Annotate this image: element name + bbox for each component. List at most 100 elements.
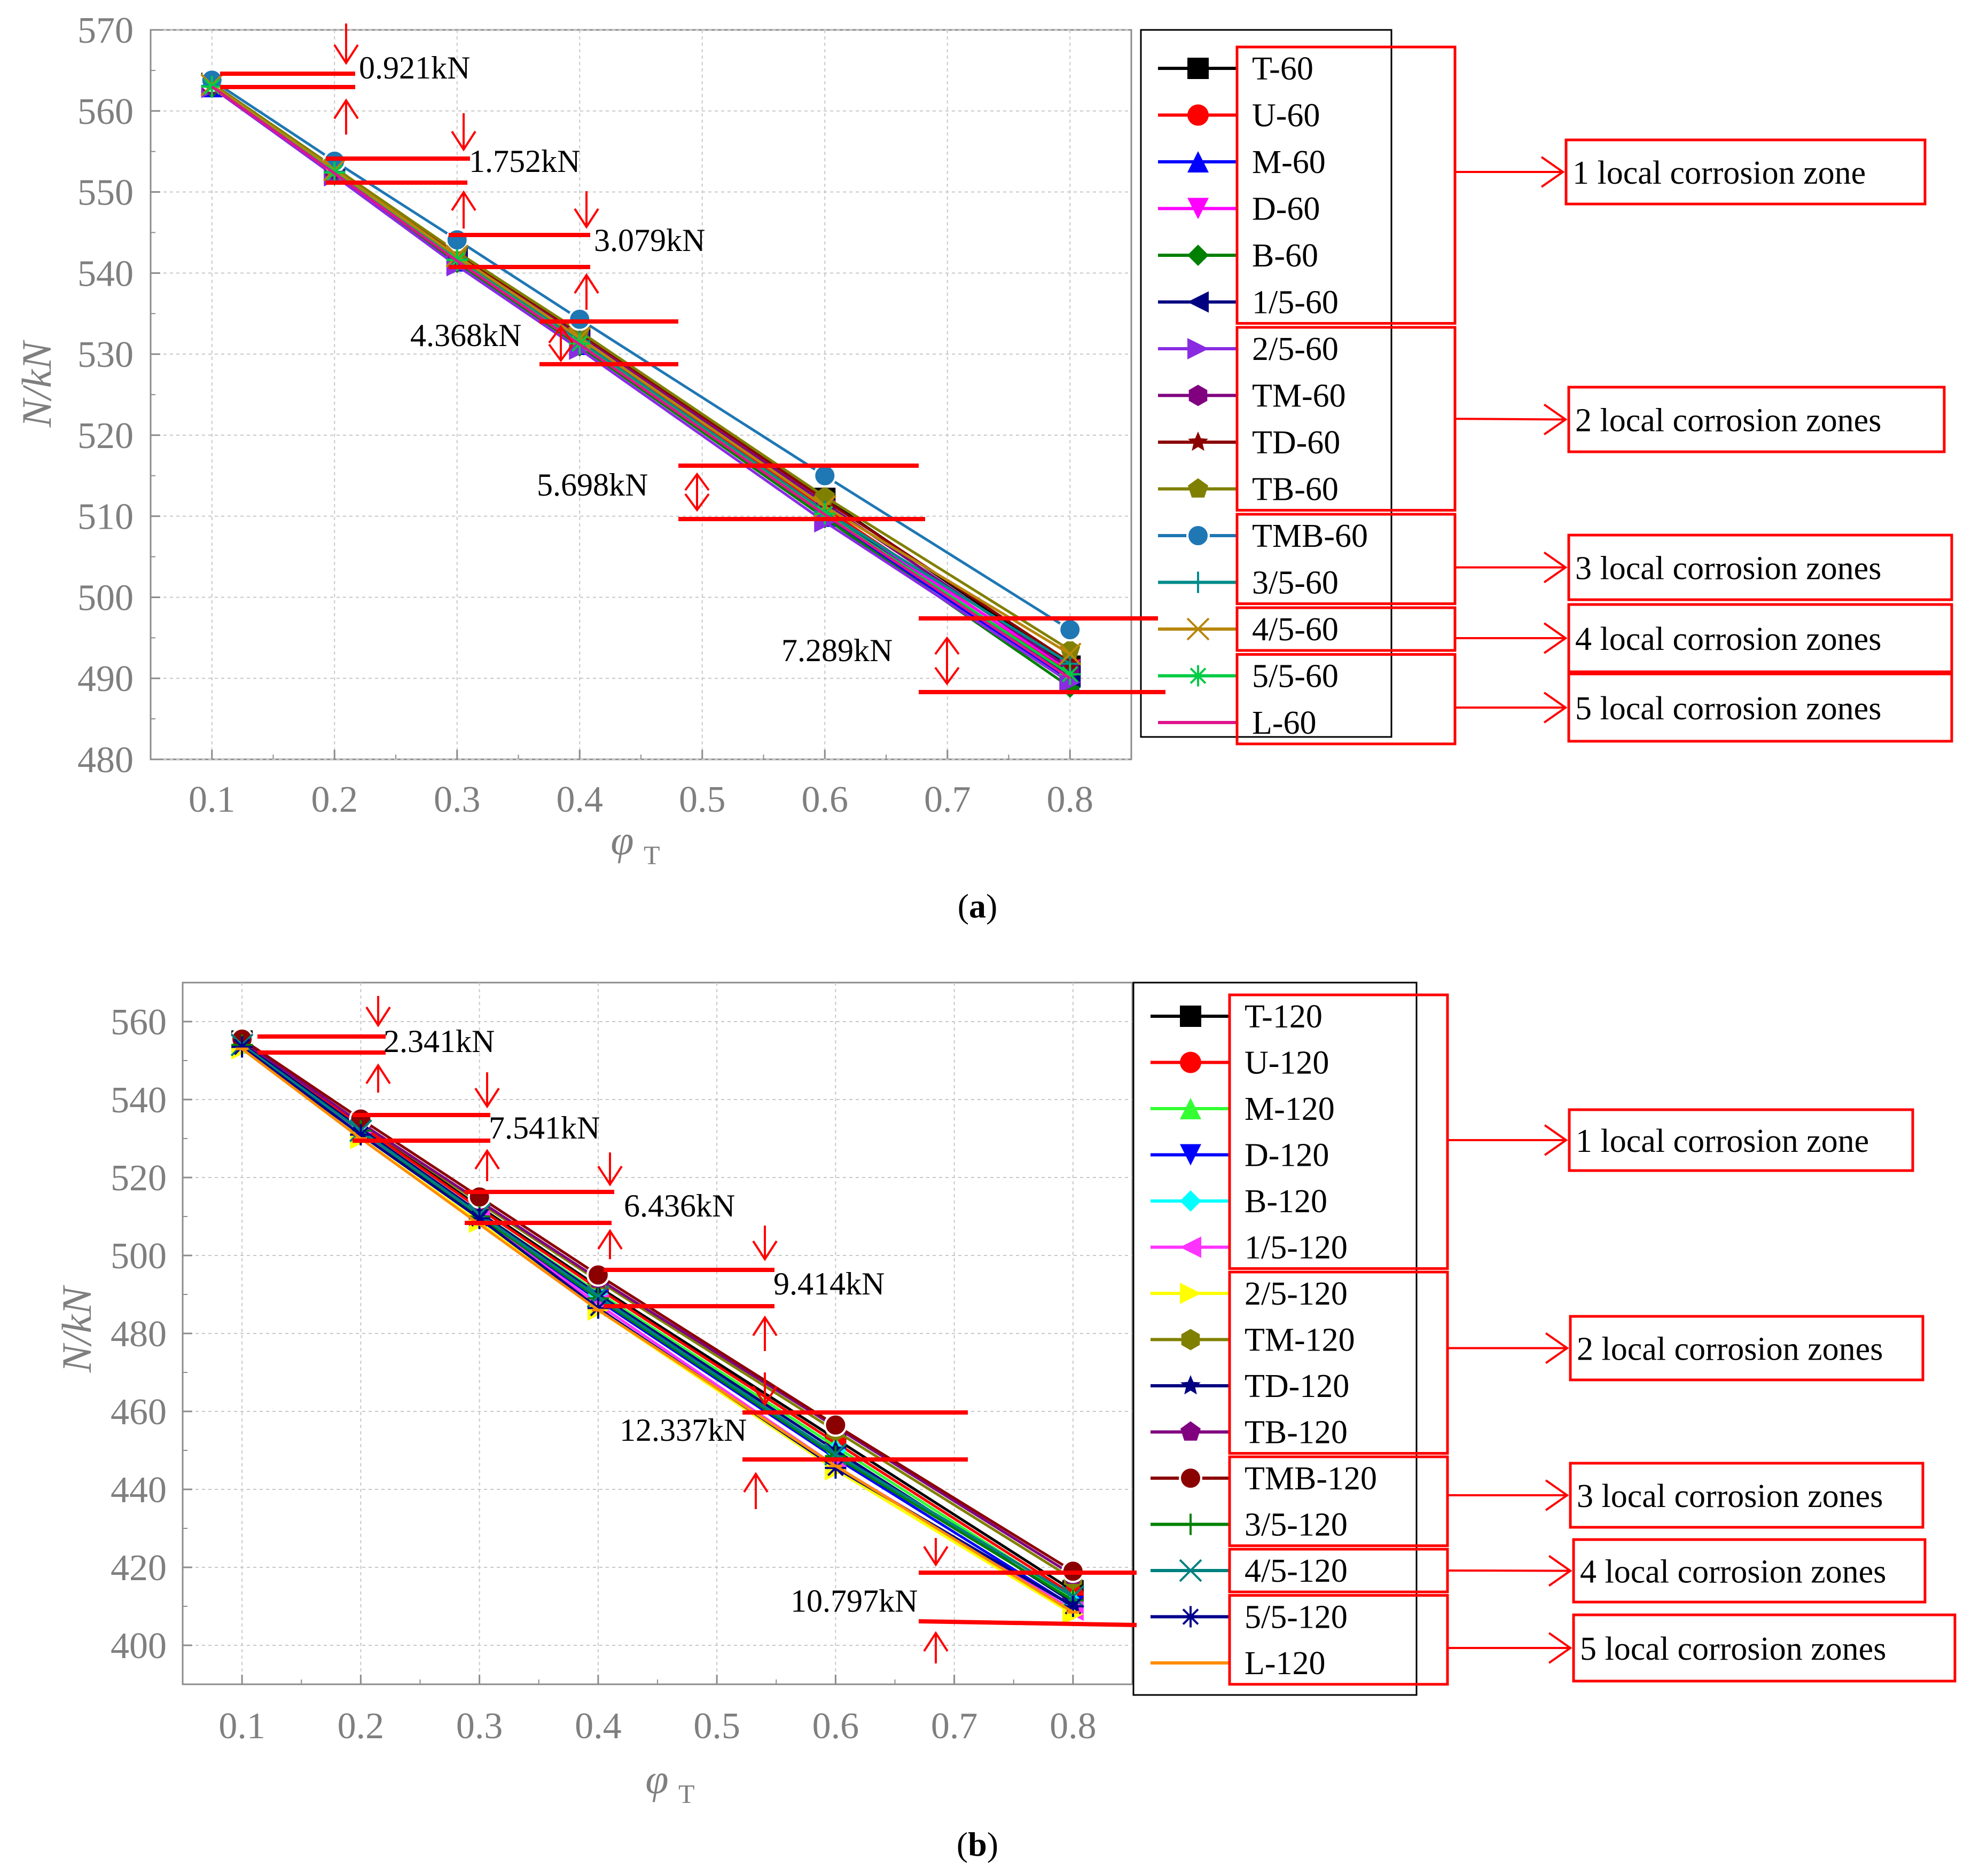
y-tick-label: 490 [77, 658, 134, 700]
legend-group-box [1228, 993, 1449, 1270]
gap-annotation: 5.698kN [537, 464, 925, 521]
x-tick-label: 0.6 [812, 1706, 859, 1747]
gap-value-label: 2.341kN [384, 1024, 495, 1059]
legend-group-box [1228, 1270, 1449, 1455]
legend-label: U-120 [1245, 1045, 1329, 1081]
x-axis-title-symbol: φ [645, 1756, 668, 1802]
series-line [211, 84, 1071, 655]
panel-caption: (b) [957, 1825, 998, 1863]
x-tick-label: 0.7 [931, 1706, 978, 1747]
series-line [241, 1040, 1074, 1596]
legend-label: TD-120 [1245, 1368, 1349, 1404]
legend-label: 4/5-60 [1252, 611, 1339, 648]
legend-label: TMB-60 [1252, 518, 1368, 554]
legend-marker [1180, 1006, 1201, 1027]
legend-group-box [1235, 606, 1457, 652]
arrow-down-icon [752, 1385, 778, 1407]
legend-marker [1188, 478, 1208, 498]
y-tick-label: 500 [111, 1236, 167, 1277]
legend-label: 3/5-60 [1252, 565, 1339, 601]
legend-marker [1187, 338, 1209, 359]
legend-marker [1180, 1098, 1201, 1119]
arrow-down-icon [548, 343, 574, 363]
y-tick-label: 570 [77, 10, 134, 51]
gap-value-label: 0.921kN [359, 50, 470, 85]
gap-annotation: 7.289kN [781, 616, 1165, 694]
y-tick-label: 530 [77, 334, 134, 375]
y-tick-label: 520 [111, 1158, 167, 1199]
y-tick-label: 500 [77, 577, 134, 618]
legend-label: TM-60 [1252, 378, 1346, 414]
gap-value-label: 7.289kN [781, 633, 893, 668]
data-point [201, 76, 223, 98]
y-tick-label: 510 [77, 497, 134, 538]
gap-value-label: 9.414kN [773, 1266, 885, 1301]
gap-annotation: 12.337kN [620, 1372, 968, 1509]
gap-line [918, 1619, 1137, 1627]
y-tick-label: 400 [111, 1626, 167, 1667]
gap-annotation: 4.368kN [410, 318, 678, 366]
legend-marker [1179, 1466, 1202, 1490]
data-point [586, 1263, 610, 1287]
zone-label: 3 local corrosion zones [1577, 1478, 1883, 1514]
legend-label: D-60 [1252, 191, 1320, 227]
legend-marker [1180, 1283, 1201, 1304]
zone-arrow-icon [1544, 1124, 1568, 1156]
legend-group-box [1228, 1594, 1449, 1686]
zone-box [1569, 1462, 1924, 1529]
y-tick-label: 480 [77, 740, 134, 781]
y-axis-title: N/kN [53, 1285, 100, 1373]
legend-label: 1/5-60 [1252, 285, 1339, 321]
data-point [1059, 663, 1081, 685]
legend-marker [1187, 198, 1209, 219]
gap-annotation: 10.797kN [791, 1538, 1137, 1663]
series-line [241, 1043, 1074, 1598]
legend-marker [1186, 617, 1210, 641]
data-point [467, 1185, 491, 1209]
arrow-down-icon [365, 1006, 391, 1027]
legend-label: 4/5-120 [1245, 1553, 1348, 1589]
gap-annotation: 6.436kN [465, 1152, 735, 1259]
data-point [587, 1297, 609, 1319]
series-line [211, 85, 1071, 680]
gap-annotation: 2.341kN [257, 996, 495, 1093]
x-axis-title-subscript: T [644, 840, 660, 870]
gap-value-label: 5.698kN [537, 467, 648, 503]
zone-box [1572, 1538, 1927, 1604]
arrow-up-icon [934, 636, 960, 655]
legend-marker [1188, 384, 1208, 406]
zone-box [1567, 386, 1946, 453]
legend-label: T-60 [1252, 51, 1313, 87]
gap-annotation: 7.541kN [353, 1072, 600, 1181]
arrow-down-icon [451, 130, 476, 152]
y-tick-label: 560 [111, 1002, 167, 1043]
legend-marker [1180, 1190, 1201, 1212]
legend-marker [1187, 245, 1209, 266]
zone-box [1568, 1108, 1914, 1172]
legend-label: 1/5-120 [1245, 1230, 1348, 1266]
data-point [350, 1124, 372, 1145]
x-tick-label: 0.7 [924, 779, 971, 820]
y-tick-label: 460 [111, 1392, 167, 1433]
legend-marker [1180, 1606, 1201, 1628]
data-point [824, 1413, 848, 1437]
x-tick-label: 0.3 [434, 779, 481, 820]
arrow-up-icon [684, 472, 710, 491]
x-tick-label: 0.4 [575, 1706, 622, 1747]
legend-label: M-120 [1245, 1091, 1335, 1127]
legend-label: TB-120 [1245, 1415, 1348, 1451]
zone-label: 3 local corrosion zones [1575, 551, 1881, 587]
arrow-up-icon [365, 1063, 391, 1085]
legend-marker [1187, 58, 1209, 79]
zone-box [1567, 672, 1953, 743]
arrow-down-icon [574, 208, 599, 229]
legend-marker [1186, 524, 1210, 547]
legend-marker [1180, 1236, 1201, 1258]
zone-box [1572, 1613, 1957, 1683]
x-tick-label: 0.1 [218, 1706, 265, 1747]
legend-label: L-60 [1252, 705, 1317, 741]
data-point [1058, 618, 1082, 642]
gap-annotation: 1.752kN [326, 113, 580, 229]
